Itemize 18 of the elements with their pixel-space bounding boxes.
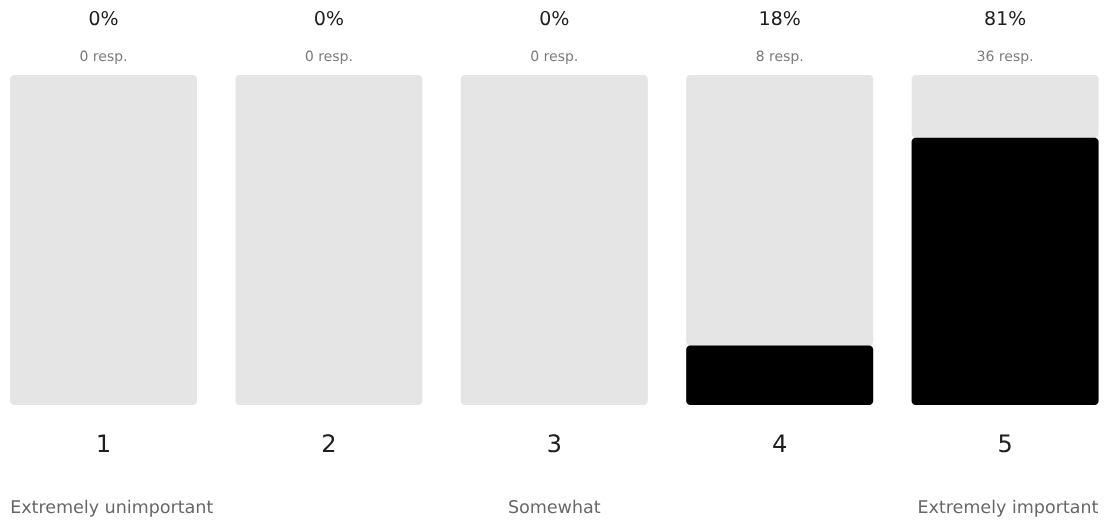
annotation: 36 resp. [977, 50, 1033, 64]
data-label: 0% [89, 10, 118, 26]
data-label: 18% [760, 10, 800, 26]
x-tick-label: 3 [548, 434, 561, 453]
x-tick-label: 4 [773, 434, 786, 452]
data-label: 0% [540, 10, 569, 26]
annotation: 0 resp. [531, 50, 577, 64]
x-tick-label: 2 [323, 434, 335, 452]
annotation: 0 resp. [80, 50, 127, 64]
x-tick-label: 1 [98, 434, 109, 452]
text: Somewhat [509, 499, 601, 514]
annotation: 0 resp. [305, 50, 352, 64]
data-label: 81% [985, 10, 1026, 26]
text: Extremely important [919, 499, 1098, 517]
data-label: 0% [315, 10, 343, 26]
annotation: 8 resp. [756, 50, 803, 64]
text: Extremely unimportant [11, 499, 213, 517]
x-tick-label: 5 [999, 434, 1011, 453]
